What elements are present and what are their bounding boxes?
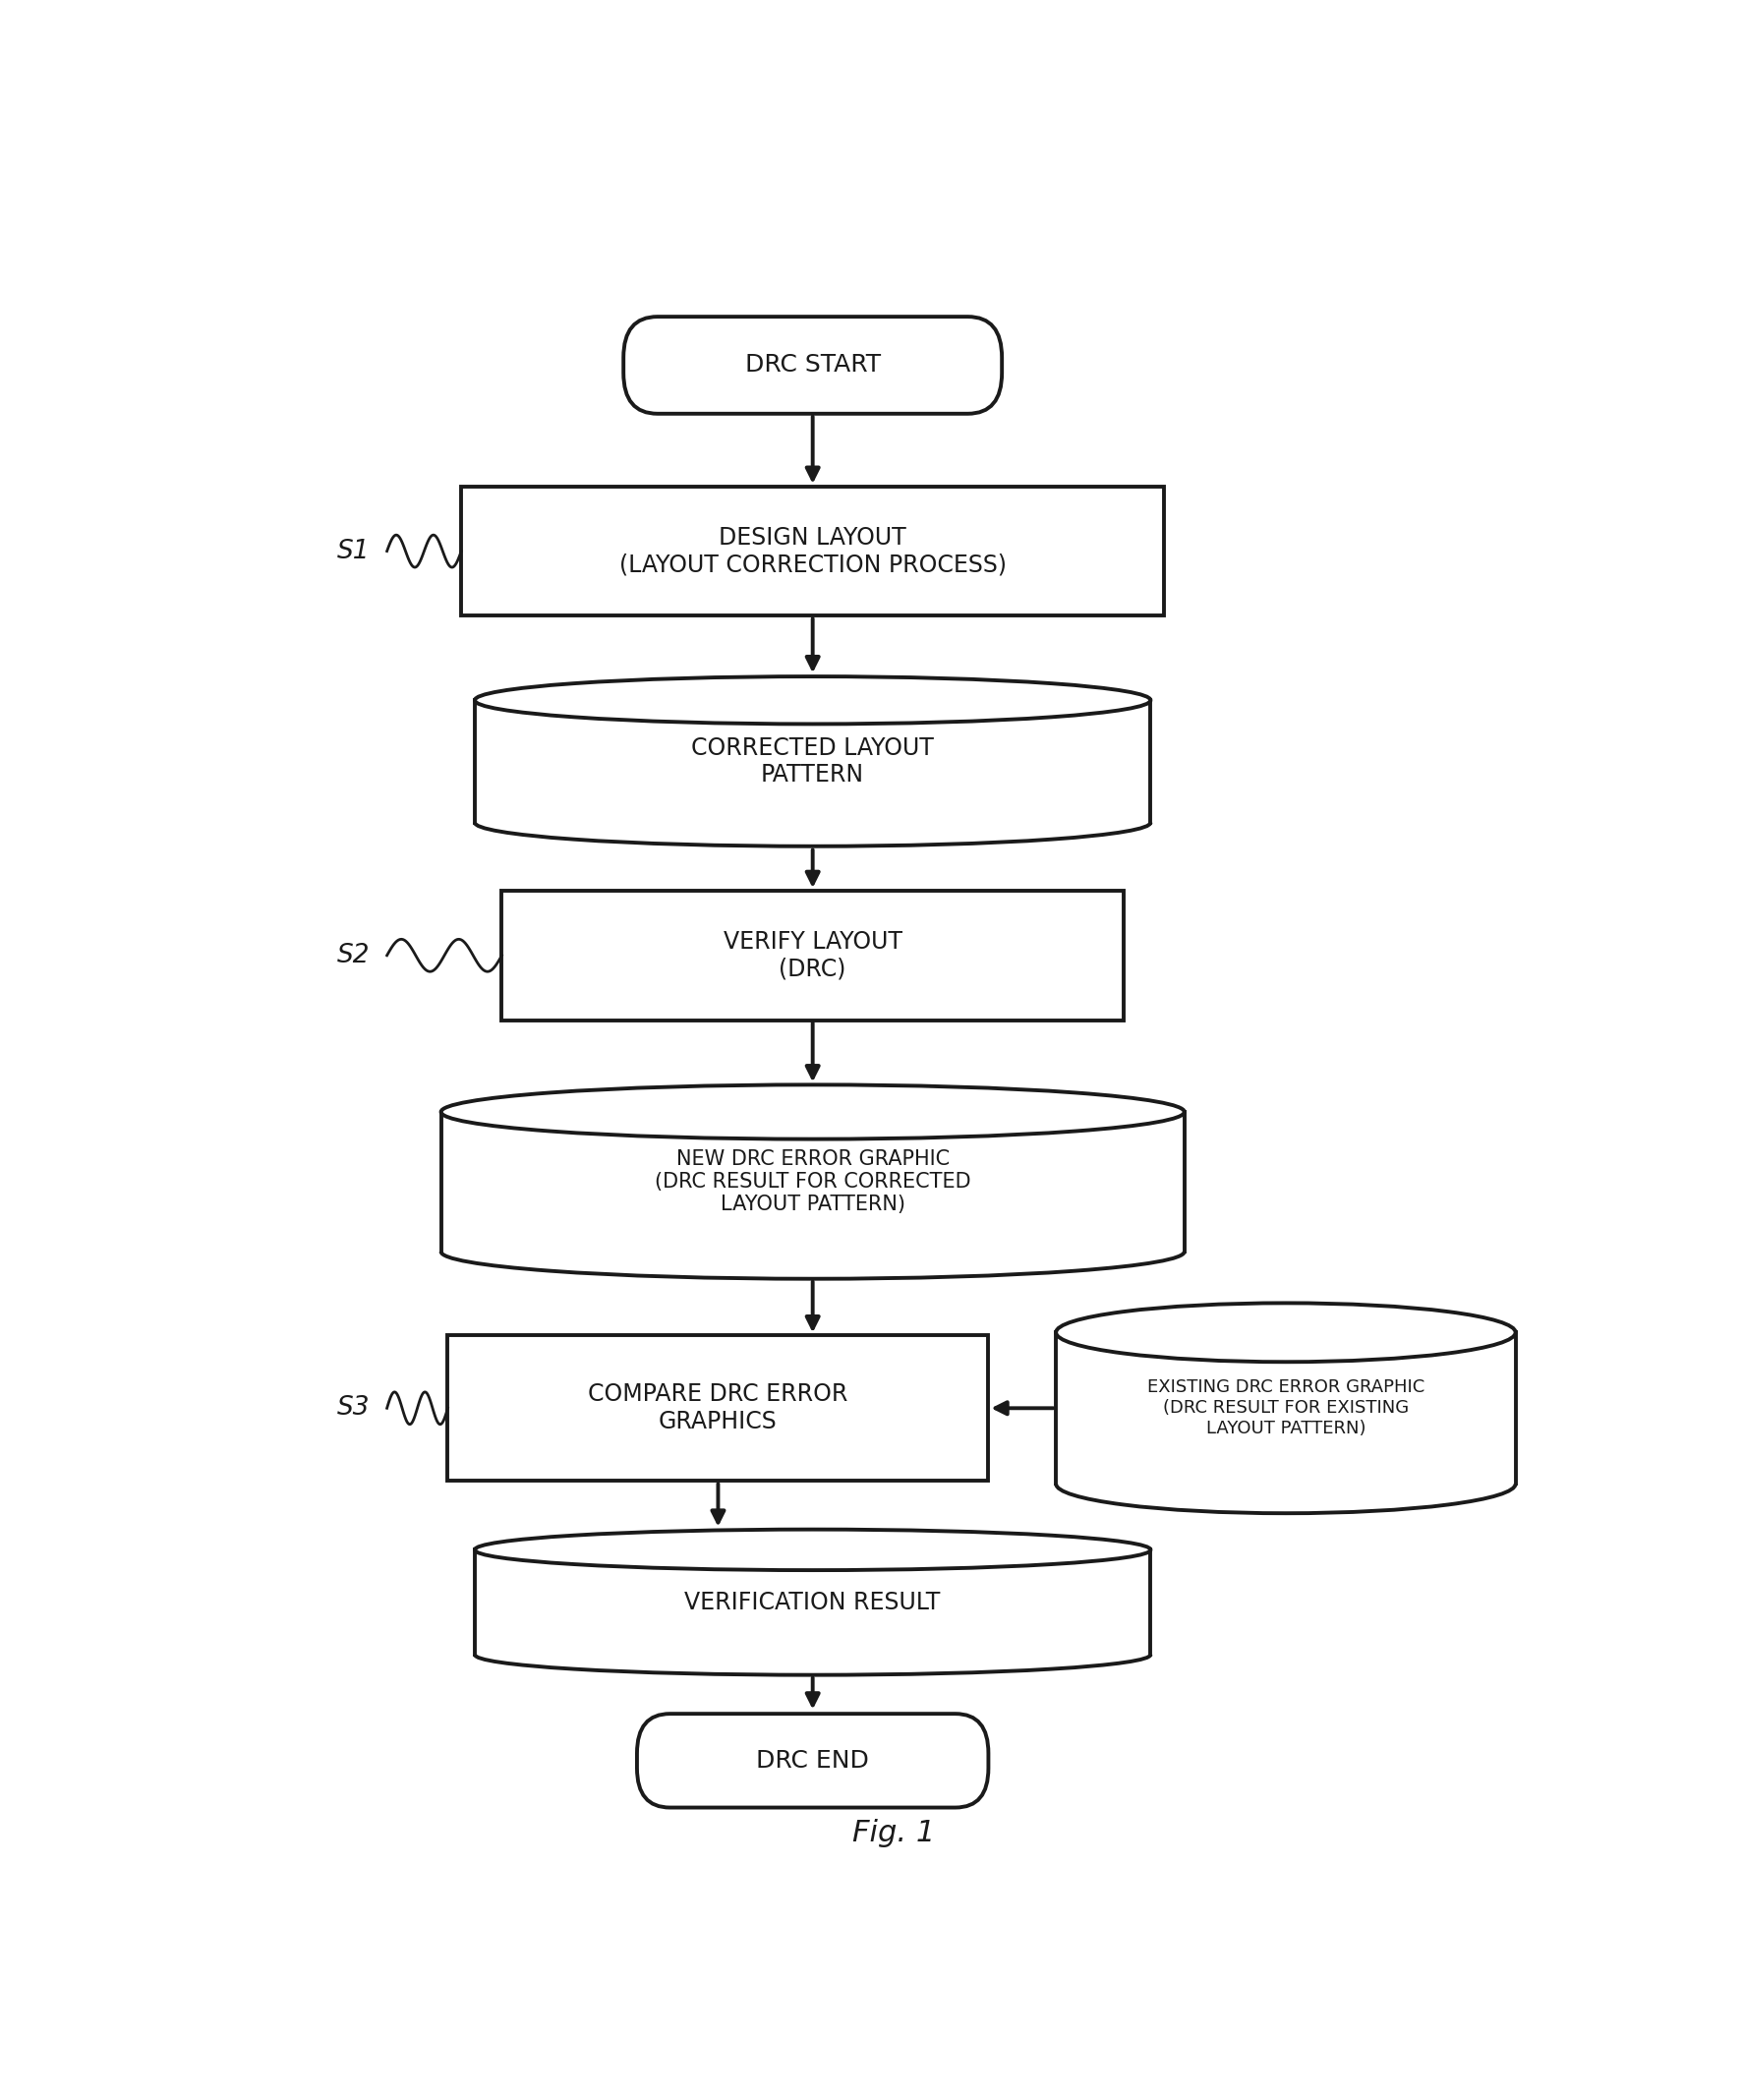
Bar [1056, 1334, 1515, 1485]
Text: NEW DRC ERROR GRAPHIC
(DRC RESULT FOR CORRECTED
LAYOUT PATTERN): NEW DRC ERROR GRAPHIC (DRC RESULT FOR CO… [654, 1149, 971, 1214]
Bar [460, 487, 1164, 615]
Ellipse shape [1056, 1302, 1515, 1363]
Ellipse shape [474, 676, 1150, 724]
Text: VERIFY LAYOUT
(DRC): VERIFY LAYOUT (DRC) [723, 930, 901, 981]
Text: DRC START: DRC START [744, 353, 880, 378]
Text: S1: S1 [336, 538, 370, 565]
FancyBboxPatch shape [636, 1714, 988, 1808]
Bar [474, 699, 1150, 823]
Bar [441, 1111, 1183, 1252]
Text: DESIGN LAYOUT
(LAYOUT CORRECTION PROCESS): DESIGN LAYOUT (LAYOUT CORRECTION PROCESS… [619, 525, 1006, 578]
Text: COMPARE DRC ERROR
GRAPHICS: COMPARE DRC ERROR GRAPHICS [587, 1382, 847, 1434]
FancyBboxPatch shape [624, 317, 1002, 414]
Ellipse shape [474, 1529, 1150, 1571]
Ellipse shape [441, 1086, 1183, 1138]
Text: S3: S3 [336, 1394, 370, 1422]
Bar [448, 1336, 988, 1480]
Text: DRC END: DRC END [756, 1749, 868, 1772]
Text: CORRECTED LAYOUT
PATTERN: CORRECTED LAYOUT PATTERN [690, 735, 934, 788]
Text: VERIFICATION RESULT: VERIFICATION RESULT [685, 1590, 939, 1615]
Text: S2: S2 [336, 943, 370, 968]
Bar [502, 890, 1122, 1021]
Bar [474, 1550, 1150, 1655]
Text: Fig. 1: Fig. 1 [852, 1819, 934, 1848]
Text: EXISTING DRC ERROR GRAPHIC
(DRC RESULT FOR EXISTING
LAYOUT PATTERN): EXISTING DRC ERROR GRAPHIC (DRC RESULT F… [1147, 1380, 1424, 1438]
